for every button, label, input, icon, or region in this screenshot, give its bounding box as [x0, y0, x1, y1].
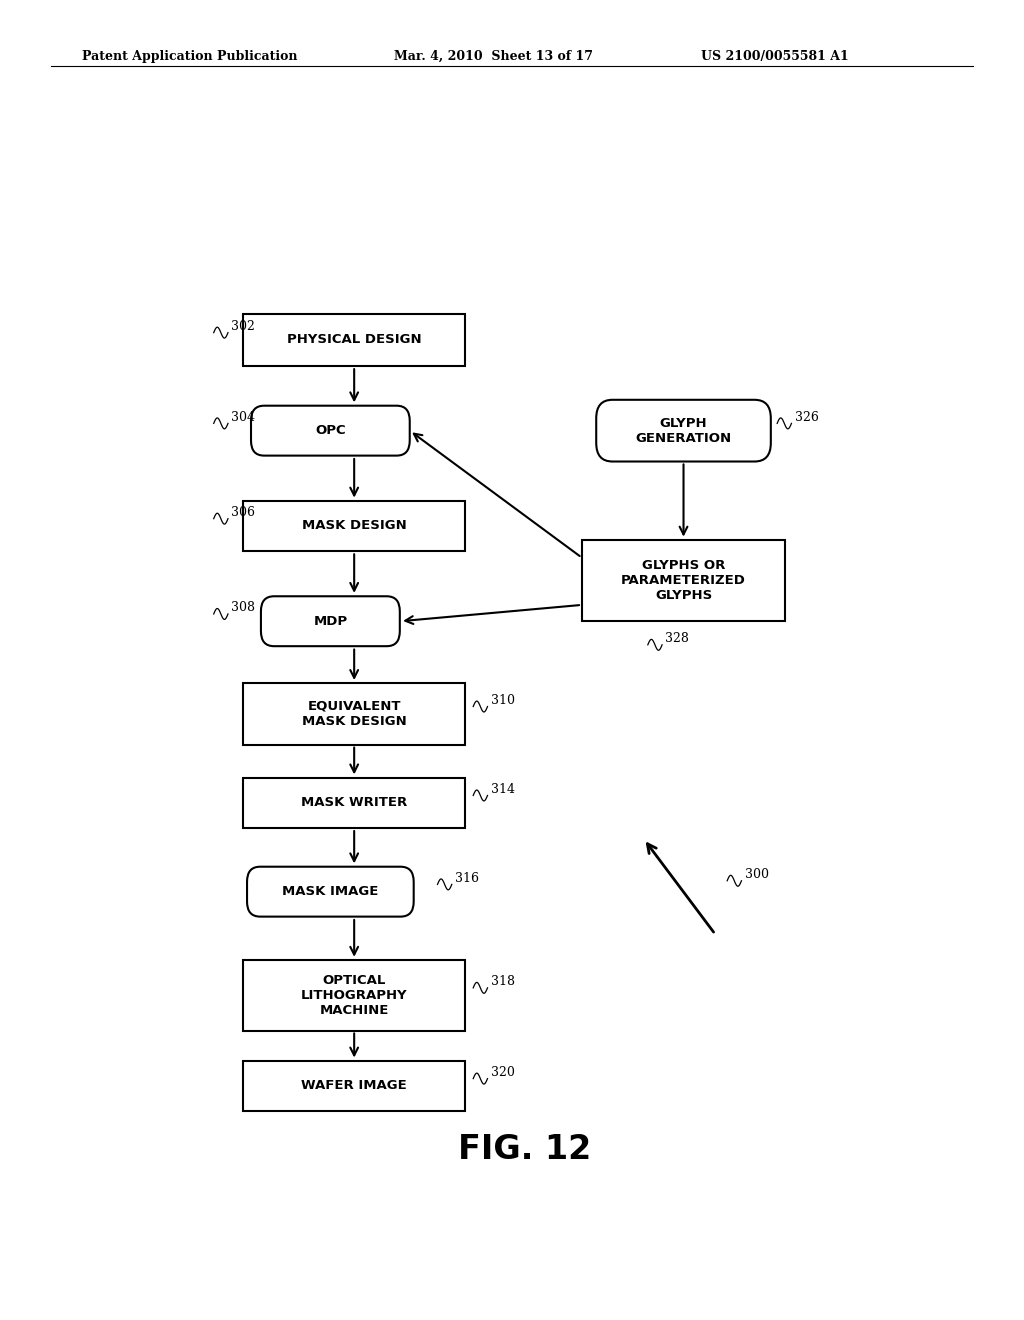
Text: MASK DESIGN: MASK DESIGN: [302, 520, 407, 532]
Text: FIG. 12: FIG. 12: [458, 1133, 592, 1166]
FancyBboxPatch shape: [596, 400, 771, 462]
Text: 306: 306: [231, 506, 255, 519]
Text: MDP: MDP: [313, 615, 347, 628]
Text: 318: 318: [490, 975, 515, 987]
Text: MASK WRITER: MASK WRITER: [301, 796, 408, 809]
FancyBboxPatch shape: [243, 1061, 465, 1111]
FancyBboxPatch shape: [247, 867, 414, 916]
Text: Patent Application Publication: Patent Application Publication: [82, 50, 297, 63]
FancyBboxPatch shape: [243, 314, 465, 366]
FancyBboxPatch shape: [243, 502, 465, 550]
Text: 310: 310: [490, 694, 515, 706]
Text: 328: 328: [666, 632, 689, 645]
Text: MASK IMAGE: MASK IMAGE: [283, 886, 379, 898]
Text: US 2100/0055581 A1: US 2100/0055581 A1: [701, 50, 849, 63]
Text: OPC: OPC: [315, 424, 346, 437]
Text: WAFER IMAGE: WAFER IMAGE: [301, 1080, 408, 1093]
FancyBboxPatch shape: [243, 777, 465, 828]
Text: 314: 314: [490, 783, 515, 796]
Text: GLYPH
GENERATION: GLYPH GENERATION: [636, 417, 731, 445]
FancyBboxPatch shape: [243, 960, 465, 1031]
FancyBboxPatch shape: [251, 405, 410, 455]
Text: 326: 326: [795, 411, 818, 424]
Text: 316: 316: [455, 871, 479, 884]
Text: 304: 304: [231, 411, 255, 424]
Text: OPTICAL
LITHOGRAPHY
MACHINE: OPTICAL LITHOGRAPHY MACHINE: [301, 974, 408, 1016]
Text: 300: 300: [744, 869, 769, 880]
Text: 320: 320: [490, 1065, 514, 1078]
Text: GLYPHS OR
PARAMETERIZED
GLYPHS: GLYPHS OR PARAMETERIZED GLYPHS: [622, 558, 745, 602]
FancyBboxPatch shape: [261, 597, 399, 647]
Text: EQUIVALENT
MASK DESIGN: EQUIVALENT MASK DESIGN: [302, 700, 407, 727]
FancyBboxPatch shape: [243, 682, 465, 744]
Text: 308: 308: [231, 601, 255, 614]
Text: Mar. 4, 2010  Sheet 13 of 17: Mar. 4, 2010 Sheet 13 of 17: [394, 50, 593, 63]
Text: PHYSICAL DESIGN: PHYSICAL DESIGN: [287, 334, 422, 346]
Text: 302: 302: [231, 319, 255, 333]
FancyBboxPatch shape: [583, 540, 784, 622]
